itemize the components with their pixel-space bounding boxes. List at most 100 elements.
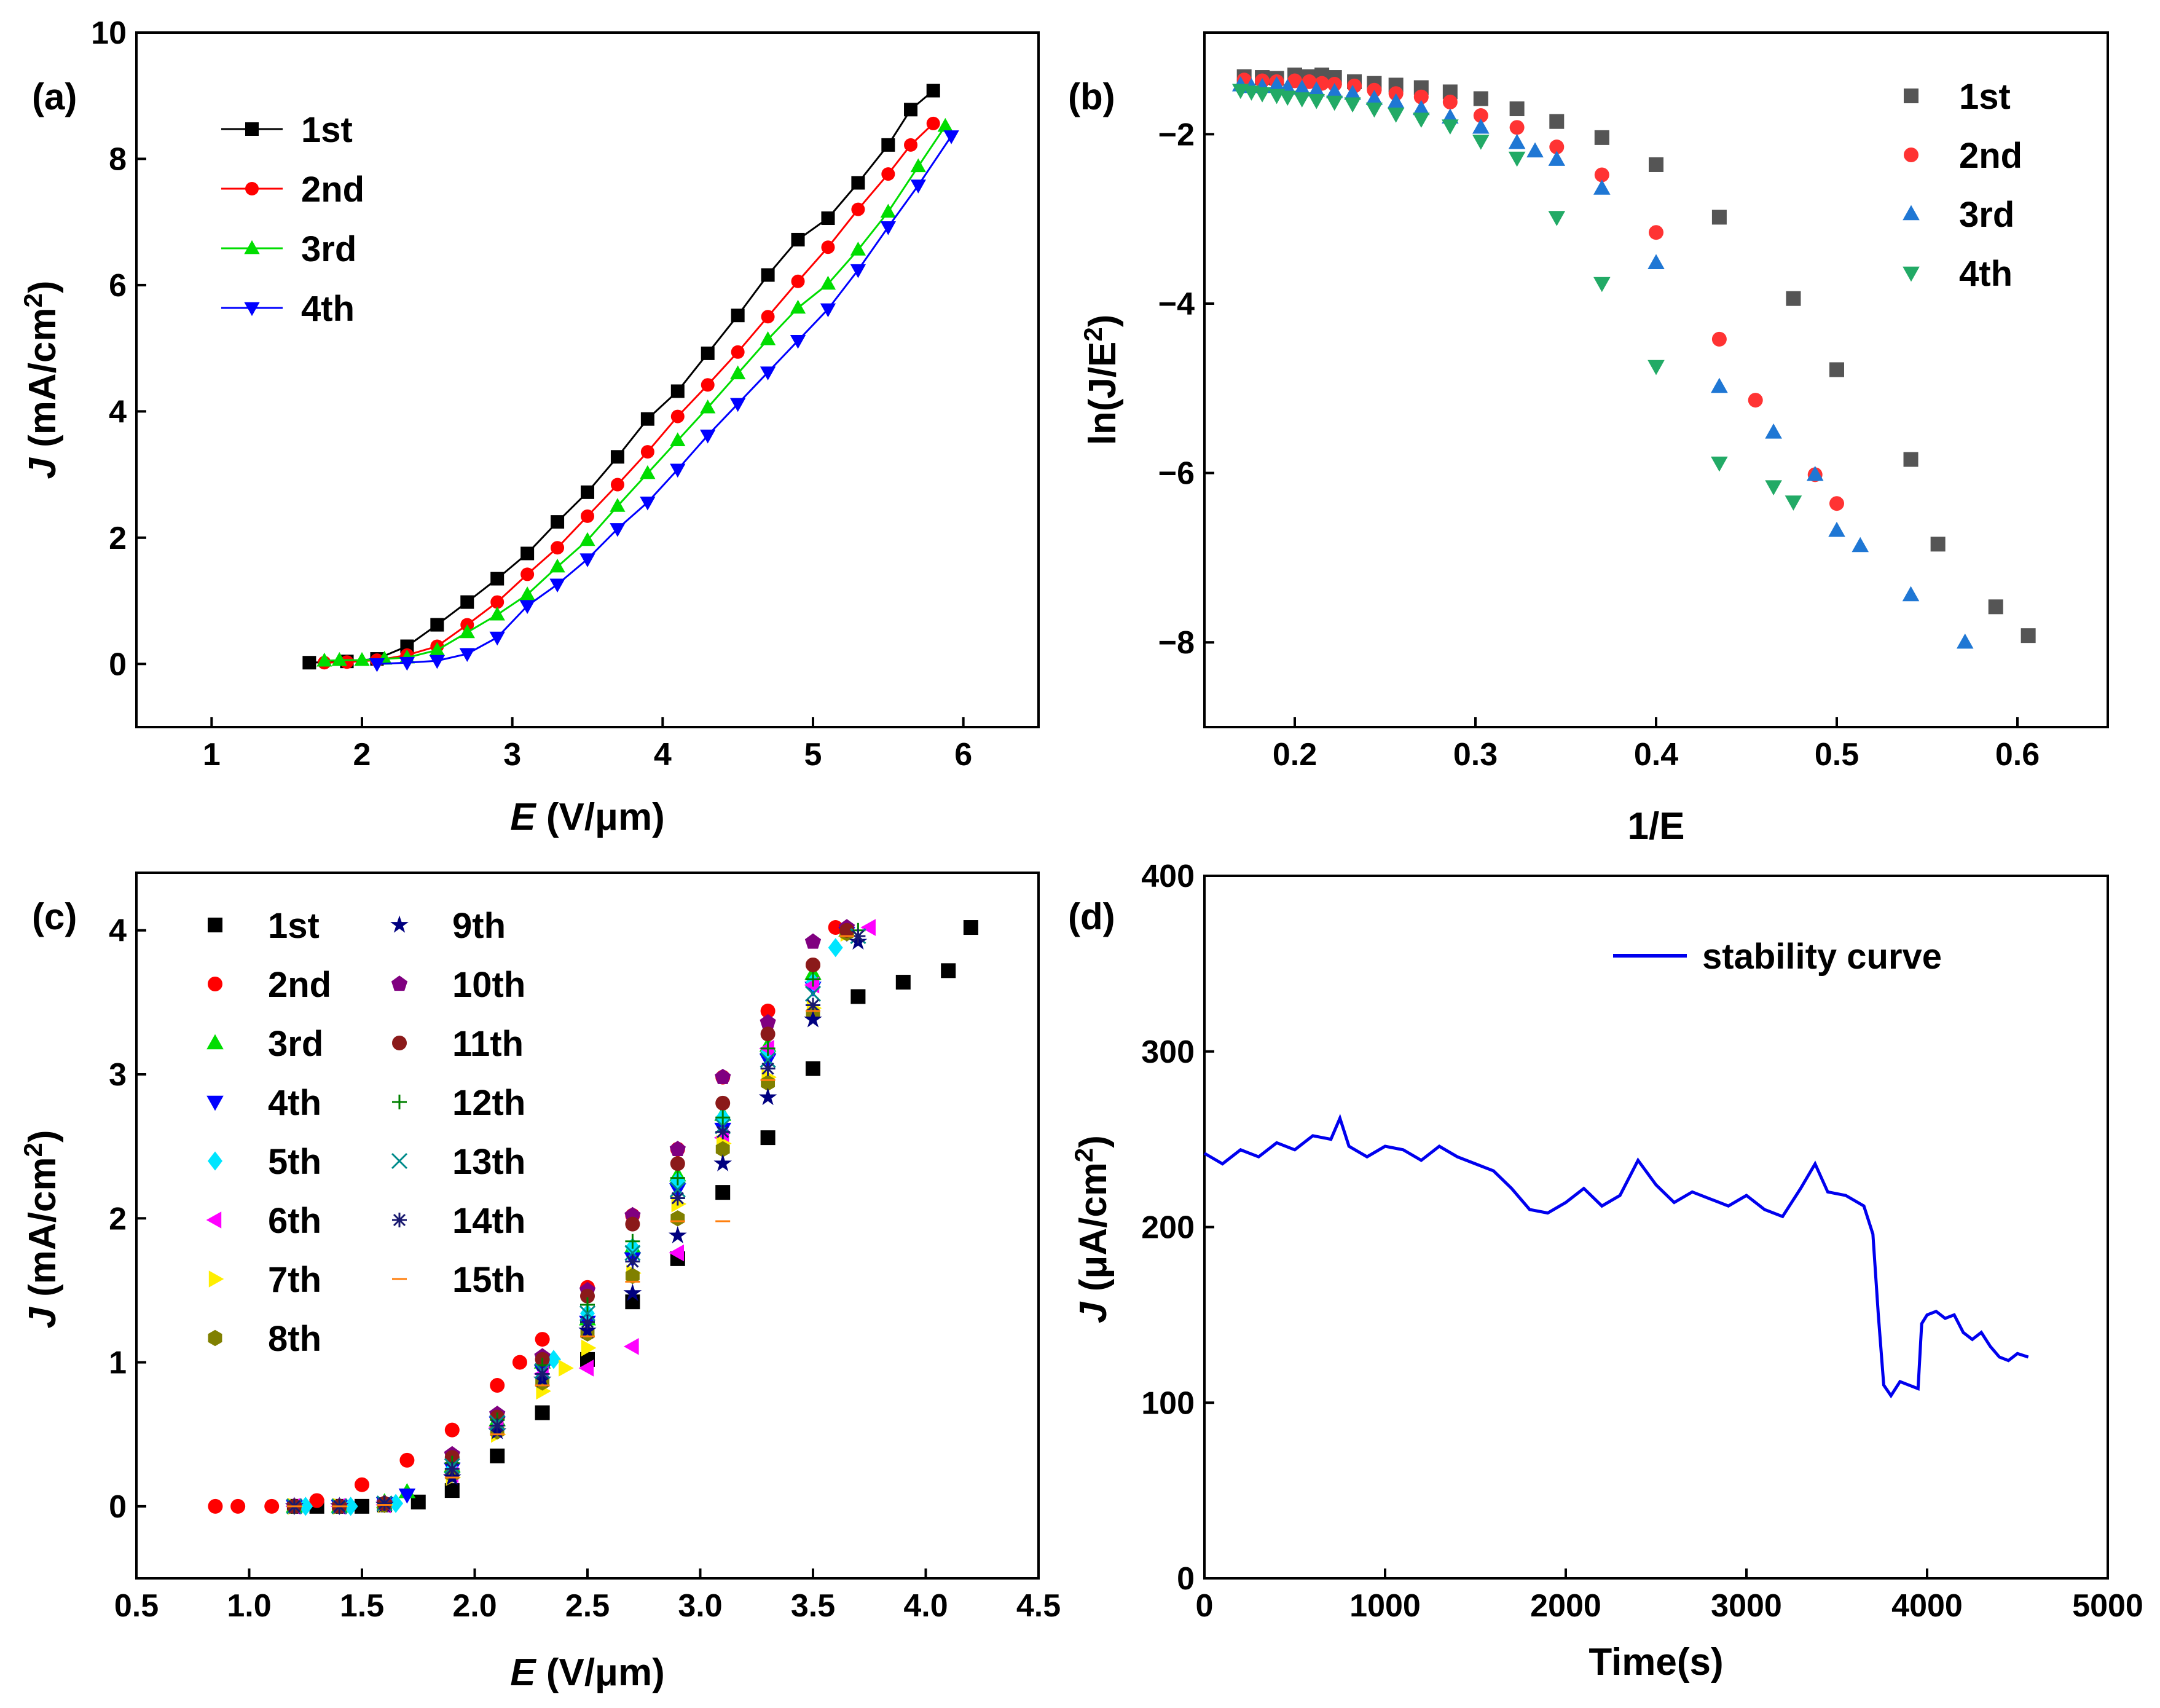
legend-item-14th: 14th (392, 1201, 525, 1241)
legend-label: 2nd (301, 170, 364, 210)
legend-marker-5th (208, 1151, 222, 1171)
data-point-1st (701, 346, 715, 360)
data-point-4th (1647, 360, 1665, 376)
legend-marker-12th (392, 1095, 407, 1109)
data-point-4th (1293, 92, 1311, 108)
data-point-4th (549, 578, 565, 593)
data-point-1st (2021, 628, 2036, 643)
data-point-3rd (429, 642, 445, 656)
series-1st (302, 84, 940, 670)
data-point-4th (1254, 87, 1271, 103)
series-line-2nd (324, 122, 934, 664)
legend-label: 10th (452, 965, 525, 1005)
data-point-1st (490, 572, 505, 586)
data-point-3rd (937, 117, 953, 132)
data-point-1st (904, 103, 918, 117)
data-point-3rd (579, 532, 595, 546)
y-axis-title-b: ln(J/E2) (1078, 315, 1124, 446)
data-point-9th (713, 1154, 732, 1171)
tick-marks-c: 0.5 1.0 1.5 2.0 2.5 3.0 3.5 4.0 4.5 0 1 2 3 4 (109, 913, 1061, 1624)
plot-frame-d (1203, 875, 2109, 1580)
legend-label: 5th (268, 1142, 321, 1182)
data-point-4th (670, 463, 686, 478)
data-point-2nd (1711, 331, 1727, 347)
x-tick-label: 0.5 (1815, 737, 1859, 773)
y-tick-label: 100 (1141, 1385, 1195, 1421)
data-point-3rd (316, 652, 332, 667)
data-point-3rd (459, 624, 475, 639)
x-axis-title-d: Time(s) (1589, 1641, 1723, 1683)
data-point-3rd (640, 465, 656, 479)
data-point-10th (669, 1141, 686, 1156)
data-point-9th (668, 1226, 687, 1244)
legend-label: 2nd (268, 965, 331, 1005)
legend-marker-8th (208, 1329, 222, 1347)
x-tick-label: 0.4 (1634, 737, 1678, 773)
x-axis-title-c: E (V/μm) (510, 1651, 665, 1694)
data-point-12th (760, 1041, 776, 1056)
x-tick-label: 2.0 (452, 1588, 497, 1624)
data-point-3rd (1956, 633, 1974, 649)
legend-label: 2nd (1959, 136, 2022, 176)
data-point-2nd (1473, 108, 1488, 124)
panel-tag-c: (c) (32, 896, 77, 937)
series-9th (285, 932, 868, 1514)
data-point-6th (804, 976, 820, 994)
tick-marks-d: 0 1000 2000 3000 4000 5000 0 100 200 300 400 (1141, 859, 2143, 1624)
data-point-1st (963, 920, 978, 935)
data-point-6th (669, 1244, 684, 1262)
legend-label: 1st (301, 110, 353, 150)
legend-item-7th: 7th (208, 1260, 321, 1300)
data-point-14th (377, 1496, 392, 1511)
data-point-2nd (761, 310, 775, 324)
data-point-3rd (331, 651, 347, 666)
legend-d: stability curve (1613, 937, 1942, 977)
data-point-1st (715, 1185, 731, 1200)
data-point-3rd (730, 365, 746, 380)
y-tick-label: 10 (91, 15, 127, 51)
data-point-2nd (760, 1003, 776, 1018)
series-3rd (1232, 76, 1974, 649)
x-axis-title-a: E (V/μm) (510, 796, 665, 838)
legend-marker-1st (1904, 89, 1918, 103)
x-tick-label: 6 (954, 737, 972, 773)
x-tick-label: 0 (1196, 1588, 1214, 1624)
y-tick-label: 2 (109, 1201, 127, 1237)
data-point-4th (459, 648, 475, 663)
data-point-2nd (355, 1477, 369, 1492)
data-point-2nd (512, 1355, 527, 1370)
legend-item-8th: 8th (208, 1319, 321, 1359)
data-point-7th (581, 1339, 597, 1356)
data-point-1st (551, 515, 565, 529)
data-point-1st (444, 1483, 460, 1498)
data-point-8th (670, 1210, 685, 1227)
x-tick-label: 0.5 (114, 1588, 159, 1624)
series-2nd (1236, 73, 1844, 511)
legend-label: 3rd (1959, 195, 2014, 235)
data-point-3rd (1293, 79, 1311, 95)
legend-label: 8th (268, 1319, 321, 1359)
legend-label: 9th (452, 906, 506, 946)
data-point-1st (806, 1061, 820, 1076)
data-point-3rd (1548, 151, 1566, 166)
legend-item-6th: 6th (206, 1201, 321, 1241)
data-point-2nd (309, 1493, 324, 1508)
legend-item-stability curve: stability curve (1613, 937, 1942, 977)
data-point-5th (343, 1497, 358, 1516)
legend-item-2nd: 2nd (1904, 136, 2022, 176)
panel-tag-b: (b) (1068, 76, 1115, 117)
data-point-12th (670, 1170, 685, 1186)
data-point-3rd (1647, 254, 1665, 270)
data-point-4th (1365, 102, 1383, 118)
legend-item-2nd: 2nd (221, 170, 364, 210)
legend-c: 1st 2nd 3rd 4th 5th 6th 7th 8th 9th 10th 11th 12th 1… (206, 906, 525, 1359)
data-point-1st (535, 1405, 550, 1420)
data-point-11th (839, 923, 855, 938)
data-point-1st (926, 84, 940, 98)
series-2nd (317, 116, 940, 670)
legend-marker-3rd (206, 1034, 224, 1050)
legend-label: 1st (1959, 77, 2011, 117)
y-axis-title-c: J (mA/cm2) (18, 1130, 64, 1328)
data-point-4th (1508, 151, 1526, 167)
